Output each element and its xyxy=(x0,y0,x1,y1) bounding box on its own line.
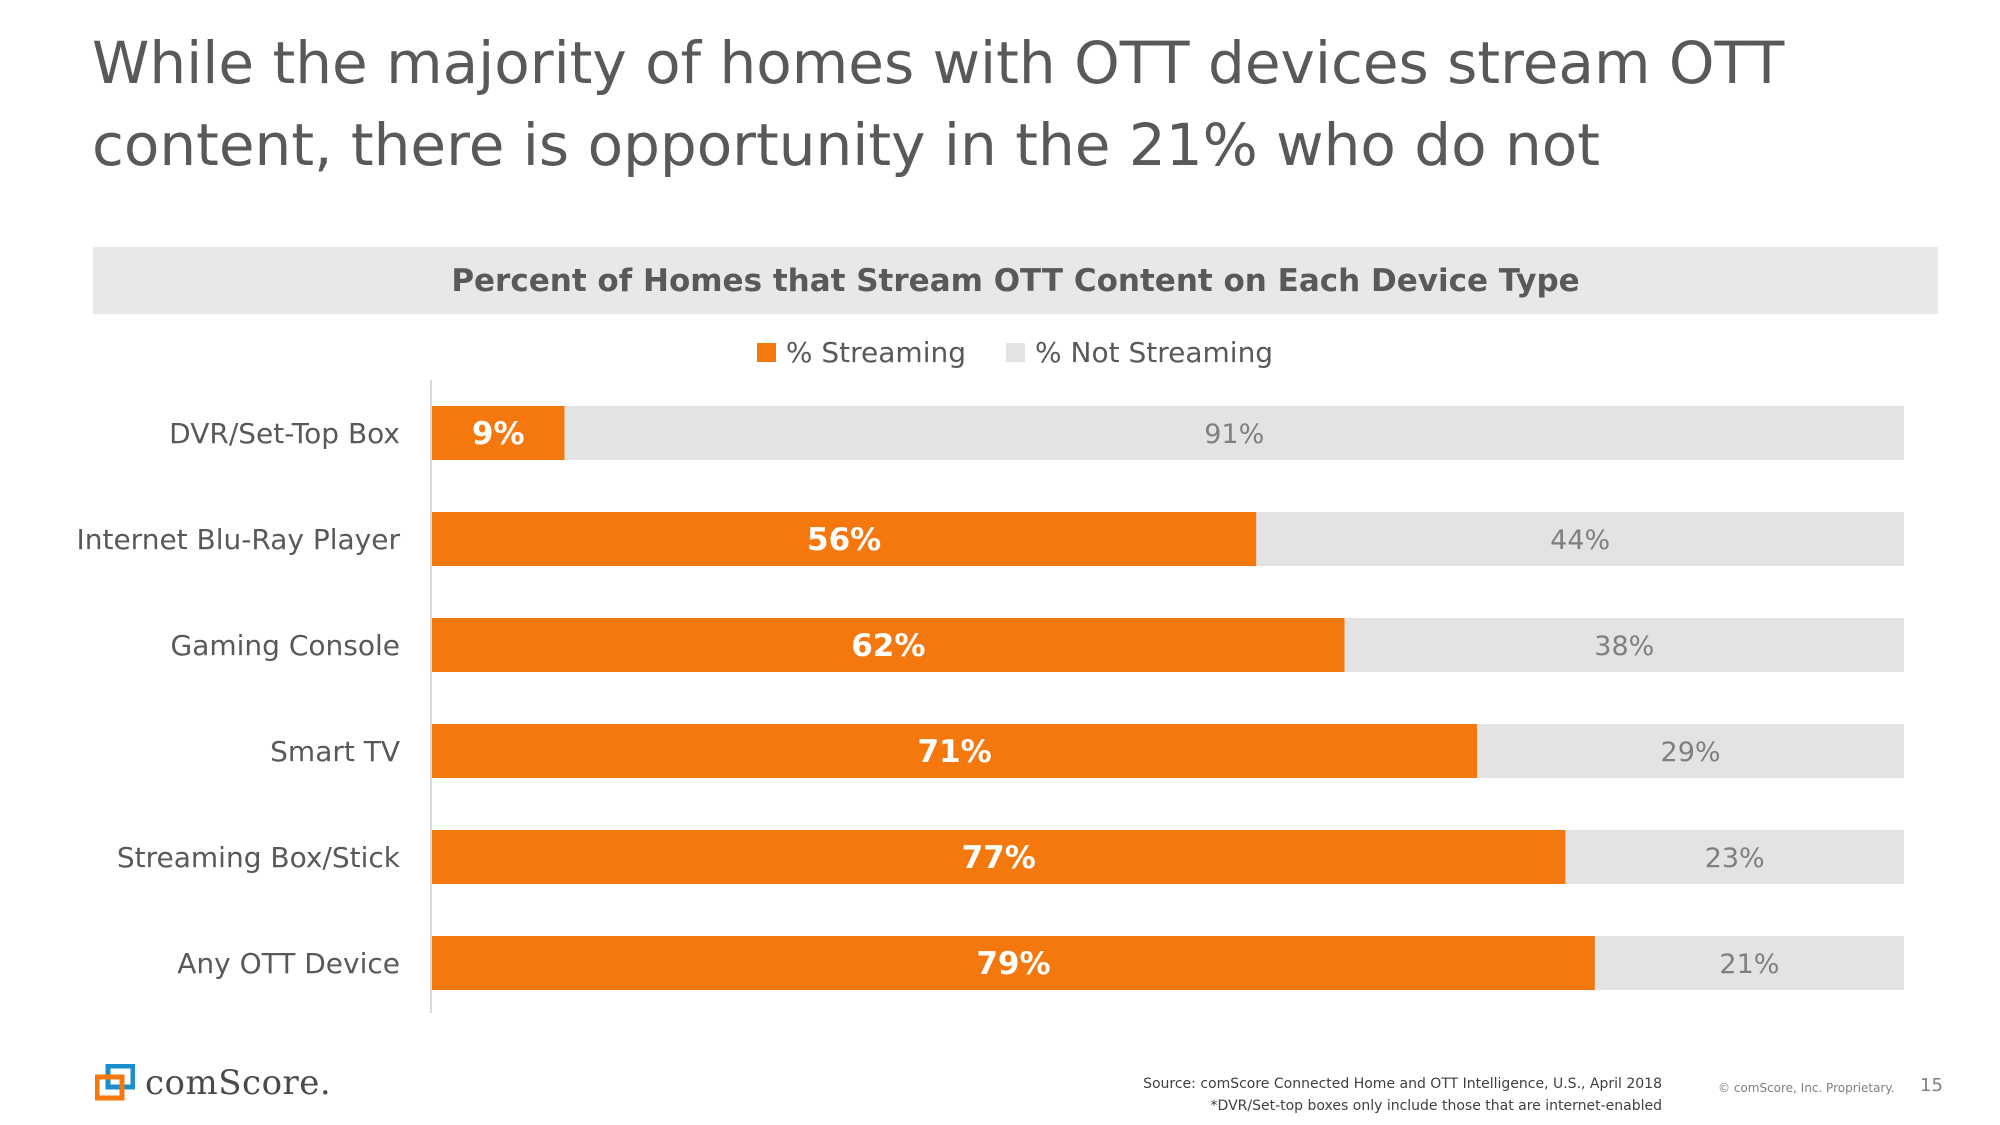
legend-swatch-not-streaming xyxy=(1006,342,1026,362)
data-label-not-streaming: 23% xyxy=(1705,843,1765,874)
comscore-logo-icon xyxy=(95,1064,135,1101)
note-text: *DVR/Set-top boxes only include those th… xyxy=(1210,1098,1662,1114)
legend-label-streaming: % Streaming xyxy=(785,335,967,369)
bar-streaming xyxy=(432,512,1257,566)
comscore-logo: comScore. xyxy=(95,1063,331,1103)
slide-title-line-2: content, there is opportunity in the 21%… xyxy=(92,111,1601,179)
category-label: Internet Blu-Ray Player xyxy=(76,523,400,556)
legend-swatch-streaming xyxy=(756,342,776,362)
data-label-streaming: 77% xyxy=(962,840,1036,876)
category-label: Gaming Console xyxy=(171,629,400,662)
source-text: Source: comScore Connected Home and OTT … xyxy=(1143,1076,1662,1092)
bar-streaming xyxy=(432,830,1566,884)
bar-streaming xyxy=(432,724,1478,778)
data-label-streaming: 79% xyxy=(976,946,1050,982)
copyright-text: © comScore, Inc. Proprietary. xyxy=(1718,1081,1895,1095)
category-label: Smart TV xyxy=(270,735,400,768)
bar-not-streaming xyxy=(1344,618,1904,672)
chart-title: Percent of Homes that Stream OTT Content… xyxy=(451,262,1580,299)
data-label-not-streaming: 91% xyxy=(1204,419,1264,450)
bar-not-streaming xyxy=(564,406,1904,460)
data-label-not-streaming: 38% xyxy=(1594,631,1654,662)
legend-label-not-streaming: % Not Streaming xyxy=(1035,335,1274,369)
bar-not-streaming xyxy=(1594,936,1904,990)
chart-title-band: Percent of Homes that Stream OTT Content… xyxy=(93,247,1938,314)
bar-streaming xyxy=(432,406,565,460)
category-label: DVR/Set-Top Box xyxy=(169,417,400,450)
bar-not-streaming xyxy=(1256,512,1904,566)
legend-item-streaming: % Streaming xyxy=(756,333,967,371)
chart-legend: % Streaming % Not Streaming xyxy=(0,333,2000,371)
bar-streaming xyxy=(432,618,1345,672)
bar-not-streaming xyxy=(1477,724,1904,778)
page-number: 15 xyxy=(1920,1075,1943,1096)
bar-streaming xyxy=(432,936,1595,990)
slide-title: While the majority of homes with OTT dev… xyxy=(92,22,1892,186)
source-footnote: Source: comScore Connected Home and OTT … xyxy=(1143,1073,1662,1117)
category-label: Streaming Box/Stick xyxy=(117,841,401,874)
data-label-streaming: 71% xyxy=(917,734,991,770)
category-label: Any OTT Device xyxy=(177,947,400,980)
slide-title-line-1: While the majority of homes with OTT dev… xyxy=(92,29,1785,97)
data-label-not-streaming: 29% xyxy=(1661,737,1721,768)
legend-item-not-streaming: % Not Streaming xyxy=(1006,333,1273,371)
data-label-streaming: 9% xyxy=(472,416,525,452)
data-label-not-streaming: 21% xyxy=(1719,949,1779,980)
bar-not-streaming xyxy=(1565,830,1904,884)
logo-wordmark: comScore. xyxy=(145,1063,332,1103)
data-label-streaming: 56% xyxy=(807,522,881,558)
data-label-not-streaming: 44% xyxy=(1550,525,1610,556)
data-label-streaming: 62% xyxy=(851,628,925,664)
